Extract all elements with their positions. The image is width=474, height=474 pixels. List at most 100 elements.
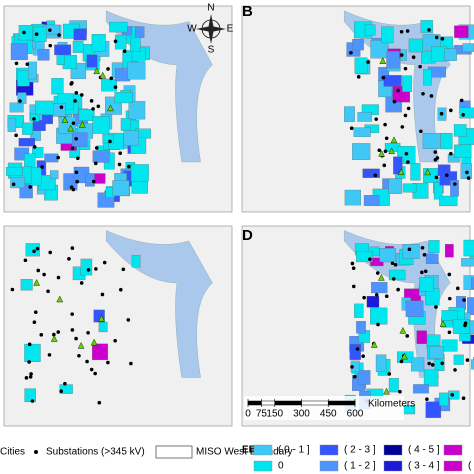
county (73, 28, 87, 41)
substation (77, 353, 81, 358)
substation (393, 263, 398, 267)
substation (453, 182, 457, 186)
county (17, 92, 27, 104)
city (99, 71, 107, 79)
legend-bin: 0 (278, 461, 284, 472)
county (430, 46, 447, 62)
county (366, 296, 380, 308)
city (61, 116, 69, 123)
county (134, 26, 145, 38)
county (112, 180, 130, 197)
county (388, 378, 399, 393)
substation (34, 32, 39, 37)
substation (445, 173, 449, 178)
substation (56, 330, 61, 334)
county (462, 43, 474, 52)
legend-label: MISO West Boundary (196, 447, 293, 458)
substation (422, 253, 427, 257)
substation (434, 175, 439, 180)
substation (75, 179, 79, 184)
county (352, 143, 371, 160)
substation (373, 173, 378, 178)
city (379, 57, 387, 64)
substation (94, 146, 99, 150)
compass-w: W (187, 24, 197, 35)
substation (14, 133, 18, 138)
county (402, 244, 420, 259)
legend-swatch (319, 460, 339, 472)
substation (57, 33, 61, 37)
county (370, 307, 388, 325)
substation (421, 91, 425, 96)
substation (361, 354, 365, 358)
substation (74, 336, 78, 341)
county (453, 354, 464, 365)
county (35, 100, 54, 116)
substation (381, 75, 386, 80)
county (381, 26, 394, 44)
county (388, 178, 403, 194)
substation (406, 160, 410, 164)
county (423, 369, 439, 387)
county (344, 189, 362, 206)
map-panel (0, 220, 236, 430)
county (471, 277, 474, 289)
substation (447, 296, 452, 301)
scale-label: 300 (293, 409, 310, 420)
county (349, 344, 361, 360)
city (107, 104, 114, 112)
substation (405, 334, 410, 338)
substation (404, 151, 409, 156)
substation (461, 112, 465, 117)
county (24, 388, 36, 403)
county (25, 243, 40, 257)
substation (71, 121, 76, 125)
substation (427, 28, 431, 32)
substation (405, 29, 410, 33)
scale-label: 0 (245, 409, 251, 420)
county (386, 50, 400, 69)
substation (14, 61, 19, 66)
substation (91, 179, 96, 184)
city (378, 149, 385, 157)
city (79, 121, 86, 128)
substation (420, 270, 424, 275)
county (10, 177, 25, 189)
substation (118, 151, 123, 156)
county (453, 124, 467, 137)
county (454, 144, 472, 159)
panel-label: B (242, 3, 253, 20)
compass-e: E (227, 24, 234, 35)
substation (423, 269, 428, 274)
county (52, 103, 66, 117)
substation (349, 126, 354, 131)
substation (18, 99, 22, 103)
substation (427, 361, 431, 366)
city (50, 335, 58, 342)
substation (86, 330, 90, 335)
substation (419, 129, 423, 134)
county (428, 240, 440, 253)
county (440, 132, 453, 150)
legend-label: Cities (0, 447, 25, 458)
city (378, 273, 385, 281)
county (364, 24, 376, 36)
city (33, 279, 40, 286)
county (402, 183, 417, 193)
county (29, 167, 42, 186)
county (128, 101, 146, 120)
county (91, 34, 106, 52)
county (422, 132, 441, 149)
legend-swatch (253, 460, 273, 472)
substation (74, 91, 79, 95)
substation (129, 361, 133, 366)
substation (74, 136, 78, 141)
substation (106, 67, 110, 71)
county (357, 370, 371, 385)
substation (407, 247, 412, 252)
substation (93, 161, 98, 166)
substation (449, 108, 453, 113)
substation (76, 156, 80, 161)
legend-bin: ( 1 - 2 ] (344, 461, 376, 472)
city (383, 387, 390, 395)
